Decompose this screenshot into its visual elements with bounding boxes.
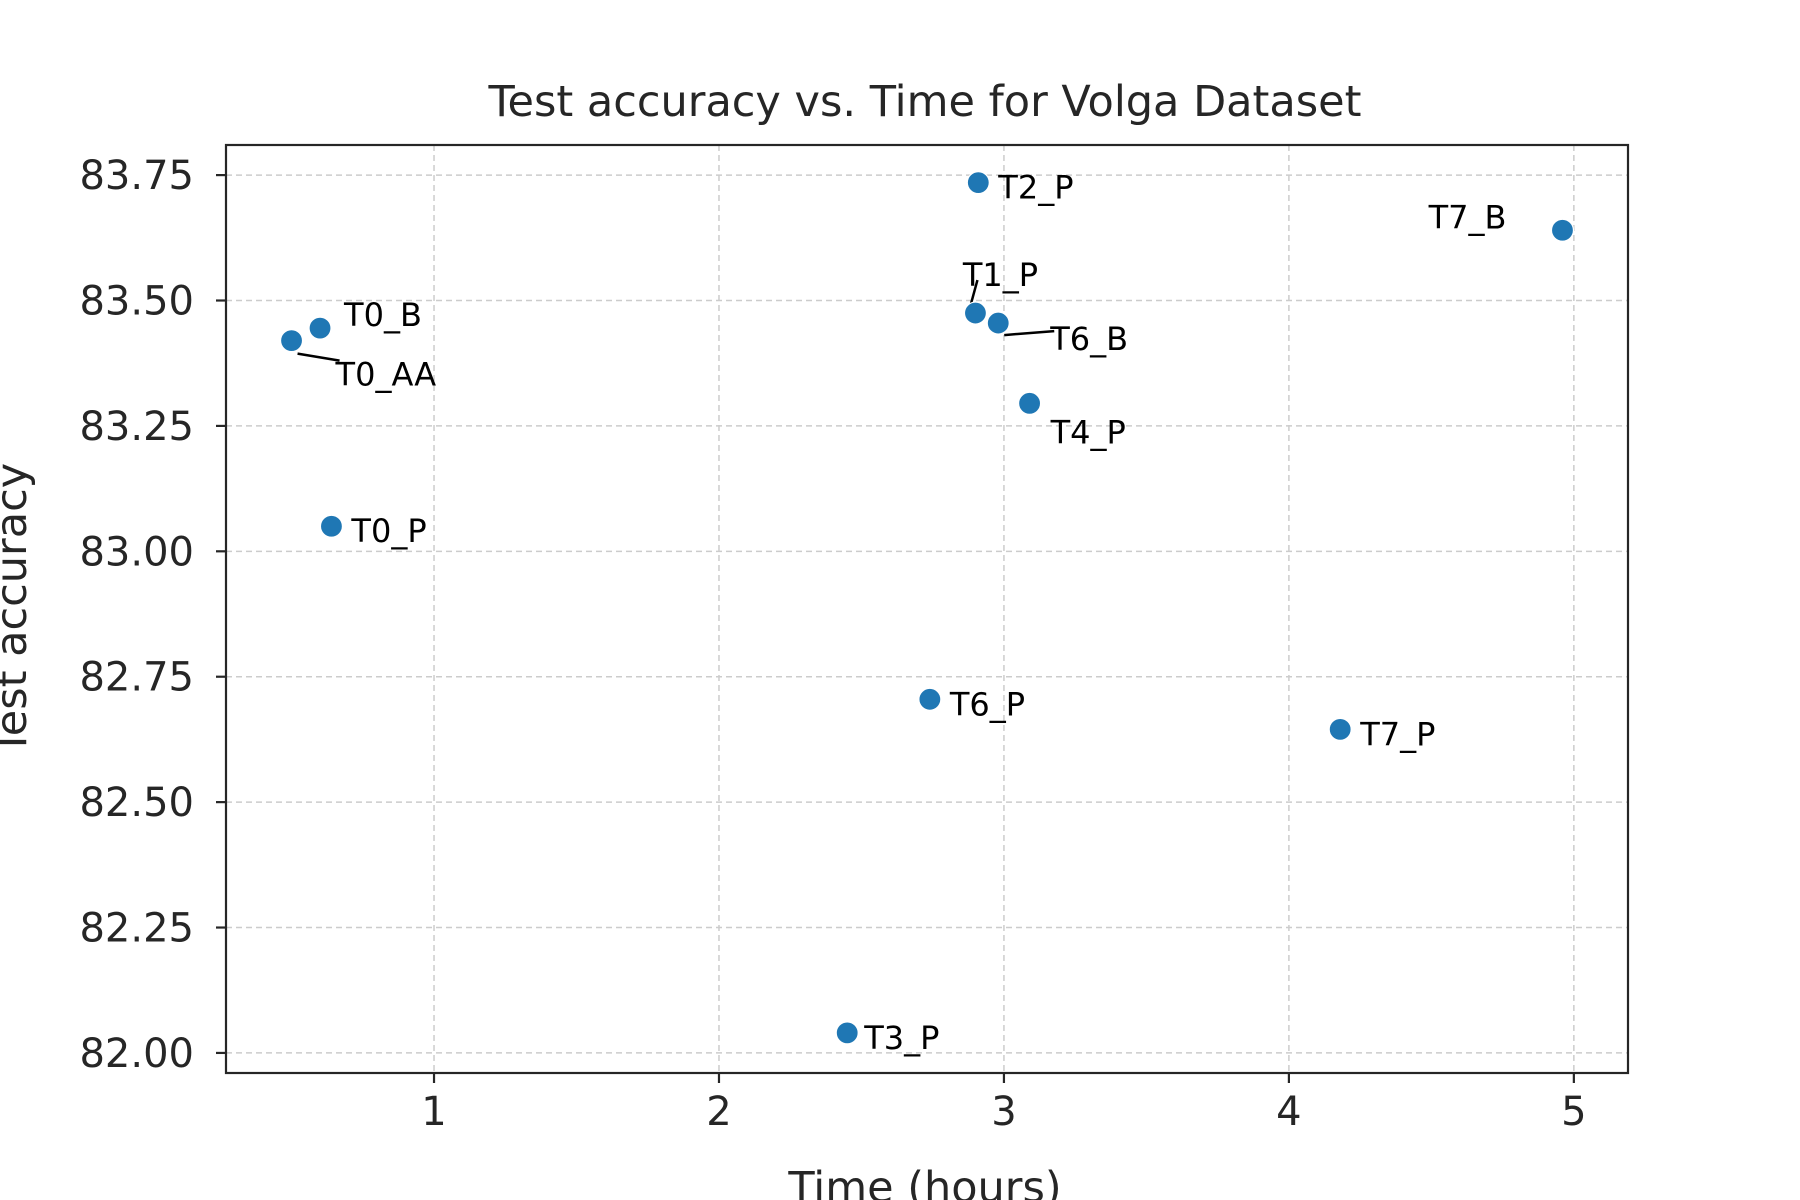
point-label: T1_P <box>962 256 1038 294</box>
x-tick-label: 3 <box>991 1089 1016 1135</box>
grid <box>226 145 1628 1073</box>
point-label: T4_P <box>1050 413 1126 451</box>
point-label: T6_P <box>949 685 1025 723</box>
data-point <box>308 316 332 340</box>
axis-ticks: 1 2 3 4 5 82.00 82.25 82.50 82.75 83.00 83.25 83.50… <box>79 153 1586 1135</box>
point-labels: T0_AA T0_B T0_P T1_P T6_B T2_P T4_P T6_P T3_P T7_… <box>335 169 1507 1057</box>
point-label: T7_P <box>1359 715 1435 753</box>
y-axis-label: Test accuracy <box>0 463 37 756</box>
x-tick-label: 4 <box>1276 1089 1301 1135</box>
point-label: T2_P <box>997 169 1073 207</box>
data-point <box>918 687 942 711</box>
y-tick-label: 82.50 <box>79 780 194 826</box>
point-label: T0_AA <box>335 356 437 394</box>
data-point <box>986 311 1010 335</box>
y-tick-label: 82.25 <box>79 906 194 952</box>
label-leader-line <box>1004 329 1055 337</box>
data-point <box>1550 218 1575 242</box>
data-point <box>835 1021 859 1045</box>
data-point <box>1328 717 1352 741</box>
plot-frame <box>224 143 1630 1075</box>
x-axis-label: Time (hours) <box>787 1163 1061 1200</box>
label-leader-line <box>297 352 340 362</box>
y-tick-label: 83.75 <box>79 153 194 199</box>
x-tick-label: 2 <box>706 1089 731 1135</box>
y-tick-label: 82.00 <box>79 1031 194 1077</box>
point-label: T0_P <box>350 512 426 550</box>
data-point <box>963 301 988 325</box>
y-tick-label: 83.00 <box>79 529 194 575</box>
data-points <box>279 171 1575 1045</box>
y-tick-label: 82.75 <box>79 655 194 701</box>
chart-title: Test accuracy vs. Time for Volga Dataset <box>488 77 1362 127</box>
point-label: T6_B <box>1049 320 1128 358</box>
point-label: T0_B <box>343 296 422 334</box>
y-tick-label: 83.25 <box>79 404 194 450</box>
data-point <box>279 329 304 353</box>
data-point <box>1017 391 1042 415</box>
y-tick-label: 83.50 <box>79 279 194 325</box>
point-label: T3_P <box>863 1019 939 1057</box>
data-point <box>966 171 990 195</box>
x-tick-label: 1 <box>421 1089 446 1135</box>
x-tick-label: 5 <box>1561 1089 1586 1135</box>
data-point <box>319 514 344 538</box>
point-label: T7_B <box>1428 198 1507 236</box>
